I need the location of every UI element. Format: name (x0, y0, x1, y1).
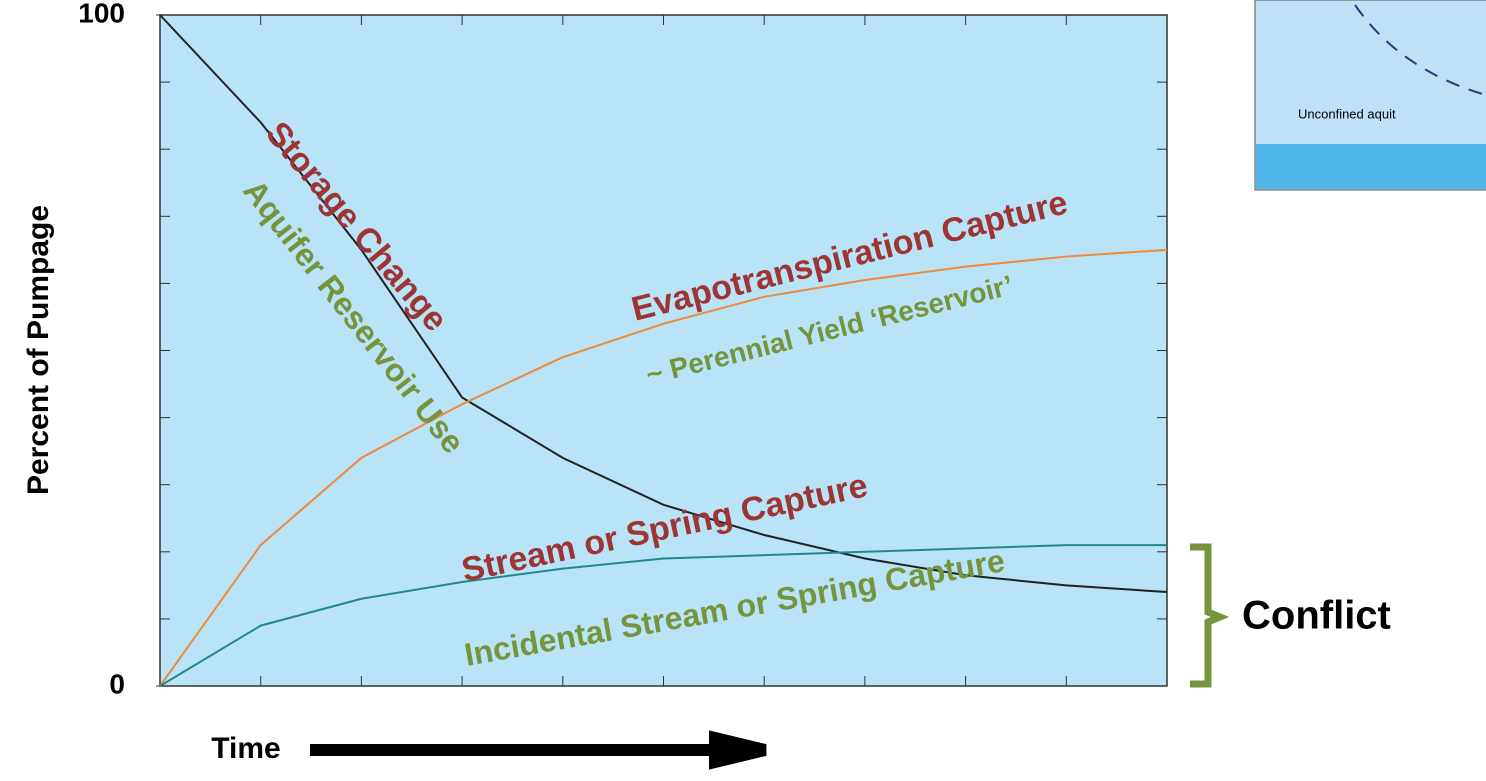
plot-area (160, 15, 1167, 686)
bracket-label: Conflict (1242, 594, 1391, 638)
inset-label: Unconfined aquit (1298, 106, 1396, 121)
y-tick-label: 0 (109, 668, 125, 699)
time-arrow (310, 738, 765, 762)
x-axis-label: Time (211, 732, 280, 765)
inset-band (1256, 144, 1486, 189)
inset: Unconfined aquit (1255, 0, 1486, 190)
chart: Unconfined aquit Percent of Pumpage Time… (0, 0, 1486, 776)
y-tick-label: 100 (78, 0, 125, 28)
y-axis-label: Percent of Pumpage (22, 205, 55, 495)
bracket (1190, 547, 1220, 684)
